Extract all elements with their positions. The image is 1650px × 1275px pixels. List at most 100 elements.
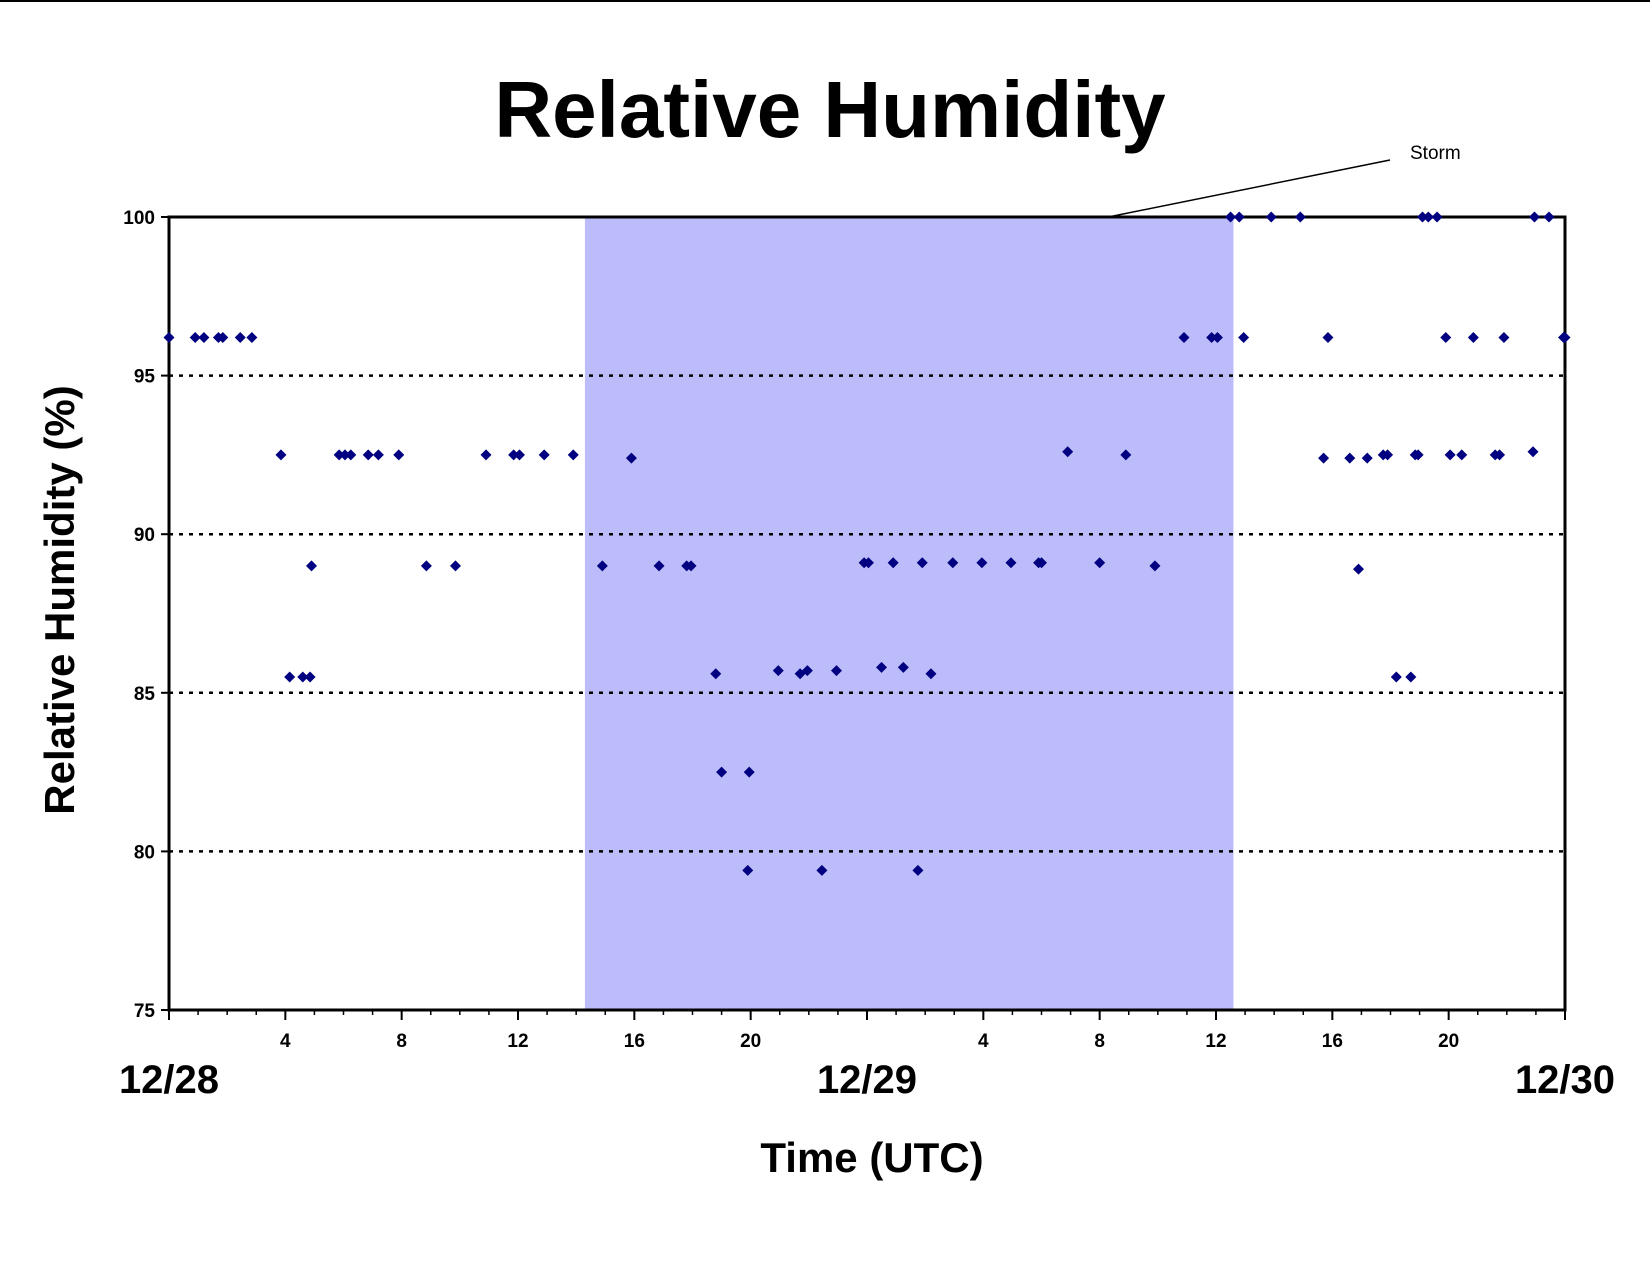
x-tick-label: 12 (1205, 1031, 1226, 1052)
data-point (393, 449, 405, 461)
date-label: 12/28 (119, 1058, 219, 1102)
data-point (743, 766, 755, 778)
data-point (1498, 332, 1510, 344)
data-point (449, 560, 461, 572)
data-point (284, 671, 296, 683)
data-point (653, 560, 665, 572)
date-label: 12/30 (1515, 1058, 1615, 1102)
data-point (1005, 557, 1017, 569)
data-point (1294, 211, 1306, 223)
x-tick-label: 4 (978, 1031, 989, 1052)
data-point (1233, 211, 1245, 223)
data-point (1494, 449, 1506, 461)
data-point (362, 449, 374, 461)
gridlines-layer (169, 374, 1565, 853)
y-tick-label: 90 (134, 525, 155, 546)
data-point (1120, 449, 1132, 461)
storm-shaded-region-layer (584, 217, 1234, 1010)
data-point (1382, 449, 1394, 461)
data-point (1412, 449, 1424, 461)
data-point (1528, 211, 1540, 223)
data-point (246, 332, 258, 344)
data-point (1318, 452, 1330, 464)
data-point (304, 671, 316, 683)
y-tick-label: 95 (134, 367, 156, 388)
x-tick-label: 8 (1094, 1031, 1105, 1052)
data-point (1456, 449, 1468, 461)
data-point (1543, 211, 1555, 223)
data-point (1467, 332, 1479, 344)
y-tick-label: 75 (134, 1001, 156, 1022)
data-point (198, 332, 210, 344)
data-point (339, 449, 351, 461)
y-axis-title: Relative Humidity (%) (36, 385, 83, 814)
data-point (1322, 332, 1334, 344)
y-tick-label: 100 (123, 208, 155, 229)
data-point (1036, 557, 1047, 569)
data-point (275, 449, 287, 461)
data-point (163, 332, 175, 344)
data-point (1527, 446, 1539, 458)
data-point (538, 449, 550, 461)
x-tick-label: 12 (507, 1031, 528, 1052)
x-tick-label: 16 (1322, 1031, 1343, 1052)
data-point (716, 766, 728, 778)
data-point (1238, 332, 1250, 344)
data-point (333, 449, 345, 461)
data-point (1344, 452, 1356, 464)
data-point (830, 665, 842, 677)
x-tick-label: 20 (1438, 1031, 1459, 1052)
data-point (1422, 211, 1434, 223)
chart-title: Relative Humidity (494, 65, 1166, 154)
data-point (1353, 563, 1365, 575)
data-point (1178, 332, 1190, 344)
data-point (887, 557, 899, 569)
data-point (189, 332, 201, 344)
data-point (345, 449, 357, 461)
storm-annotation-label: Storm (1410, 143, 1461, 164)
data-point (816, 864, 828, 876)
data-point (742, 864, 754, 876)
annotation-layer: Storm (1108, 143, 1461, 218)
data-point (1149, 560, 1161, 572)
data-point (625, 452, 637, 464)
data-point (513, 449, 525, 461)
x-tick-label: 20 (740, 1031, 761, 1052)
data-point (306, 560, 318, 572)
data-point (1206, 332, 1218, 344)
storm-shaded-region (584, 217, 1234, 1010)
data-point (1062, 446, 1074, 458)
data-point (862, 557, 874, 569)
storm-annotation-leader (1108, 159, 1391, 218)
data-point (772, 665, 784, 677)
data-point (420, 560, 432, 572)
data-point (508, 449, 520, 461)
y-tick-label: 85 (134, 684, 156, 705)
date-label: 12/29 (817, 1058, 917, 1102)
data-point (897, 661, 909, 673)
data-point (1444, 449, 1456, 461)
x-tick-label: 4 (280, 1031, 291, 1052)
data-point (925, 668, 937, 680)
data-point (876, 661, 888, 673)
top-rule (0, 0, 1650, 2)
data-point (710, 668, 722, 680)
data-point (1405, 671, 1417, 683)
data-point (1361, 452, 1373, 464)
data-point (947, 557, 959, 569)
data-point (596, 560, 608, 572)
data-point (480, 449, 492, 461)
data-point (217, 332, 229, 344)
data-point (1416, 211, 1428, 223)
data-point (234, 332, 246, 344)
data-point (976, 557, 988, 569)
data-point (685, 560, 697, 572)
data-point (1440, 332, 1452, 344)
ticks-layer: 75 80 85 90 95 100 4 8 12 16 20 4 8 12 16 20 12/28 12/29 1… (119, 208, 1615, 1102)
data-point (801, 665, 813, 677)
x-tick-label: 16 (624, 1031, 645, 1052)
data-point (1431, 211, 1443, 223)
data-point (1390, 671, 1402, 683)
y-tick-label: 80 (134, 842, 155, 863)
